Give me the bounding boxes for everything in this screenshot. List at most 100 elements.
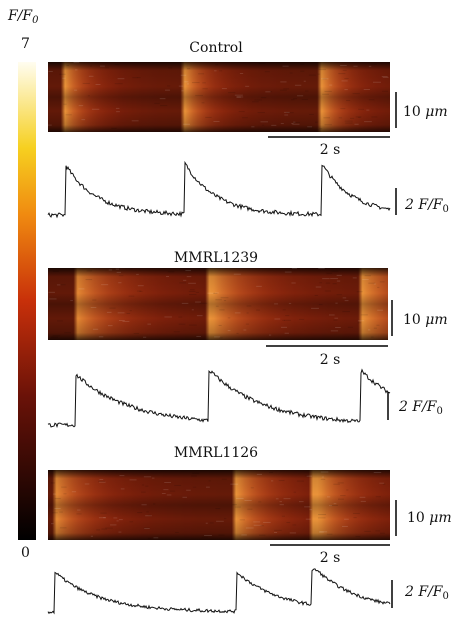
image-noise xyxy=(320,471,329,473)
image-noise xyxy=(363,88,370,90)
image-noise xyxy=(219,309,225,311)
image-noise xyxy=(174,484,182,486)
image-noise xyxy=(78,105,84,107)
image-noise xyxy=(161,492,166,494)
image-noise xyxy=(59,527,67,529)
image-noise xyxy=(275,498,279,500)
image-noise xyxy=(110,524,117,526)
image-noise xyxy=(51,336,59,338)
panel-title: MMRL1239 xyxy=(174,250,258,266)
image-noise xyxy=(53,493,56,495)
image-noise xyxy=(331,270,339,272)
amp-sub: 0 xyxy=(443,204,449,215)
image-noise xyxy=(204,535,212,537)
image-noise xyxy=(118,282,122,284)
image-noise xyxy=(81,119,86,121)
amp-main: 2 F/F xyxy=(398,399,438,415)
image-noise xyxy=(168,67,173,69)
image-noise xyxy=(142,336,147,338)
image-noise xyxy=(345,122,353,124)
image-noise xyxy=(297,95,304,97)
image-noise xyxy=(256,473,262,475)
image-noise xyxy=(137,285,144,287)
image-noise xyxy=(337,482,344,484)
image-noise xyxy=(357,322,362,324)
image-noise xyxy=(106,311,112,313)
image-noise xyxy=(321,476,325,478)
image-noise xyxy=(105,527,113,529)
image-noise xyxy=(185,270,191,272)
amp-scale-label: 2 F/F0 xyxy=(398,399,443,417)
image-noise xyxy=(191,309,194,311)
image-noise xyxy=(338,117,343,119)
image-noise xyxy=(59,511,63,513)
image-noise xyxy=(245,527,254,529)
image-noise xyxy=(294,84,302,86)
image-noise xyxy=(284,271,292,273)
scale-num: 10 xyxy=(403,312,421,328)
amp-sub: 0 xyxy=(437,406,443,417)
image-noise xyxy=(114,83,123,85)
image-noise xyxy=(281,515,285,517)
image-noise xyxy=(188,294,197,296)
image-noise xyxy=(298,501,304,503)
image-noise xyxy=(103,517,106,519)
image-noise xyxy=(319,282,323,284)
image-noise xyxy=(78,288,85,290)
image-noise xyxy=(63,493,67,495)
image-noise xyxy=(344,89,348,91)
image-noise xyxy=(382,483,386,485)
image-noise xyxy=(278,480,285,482)
colorbar-max: 7 xyxy=(21,36,30,52)
image-noise xyxy=(347,326,354,328)
image-noise xyxy=(207,292,214,294)
image-noise xyxy=(288,302,292,304)
image-noise xyxy=(215,64,219,66)
image-noise xyxy=(182,496,188,498)
image-noise xyxy=(109,307,116,309)
image-noise xyxy=(355,116,362,118)
image-noise xyxy=(376,324,380,326)
image-noise xyxy=(233,273,241,275)
image-noise xyxy=(95,83,101,85)
fluorescence-trace xyxy=(47,368,391,428)
image-noise xyxy=(52,335,61,337)
image-noise xyxy=(118,275,124,277)
image-noise xyxy=(118,531,122,533)
image-noise xyxy=(236,96,244,98)
image-noise xyxy=(107,325,113,327)
image-noise xyxy=(256,309,260,311)
image-noise xyxy=(289,72,293,74)
image-noise xyxy=(117,312,125,314)
amp-main: 2 F/F xyxy=(404,584,444,600)
image-noise xyxy=(164,481,172,483)
amp-sub: 0 xyxy=(443,591,449,602)
image-noise xyxy=(333,319,338,321)
image-noise xyxy=(286,522,291,524)
image-noise xyxy=(86,270,93,272)
image-noise xyxy=(381,75,388,77)
image-noise xyxy=(230,483,239,485)
scale-unit: μm xyxy=(429,510,451,526)
image-noise xyxy=(147,537,152,539)
image-noise xyxy=(98,336,104,338)
image-noise xyxy=(258,501,262,503)
image-noise xyxy=(52,270,59,272)
image-noise xyxy=(236,96,241,98)
image-noise xyxy=(342,297,347,299)
image-noise xyxy=(202,88,208,90)
image-noise xyxy=(284,114,289,116)
image-noise xyxy=(329,505,333,507)
image-noise xyxy=(340,108,346,110)
image-noise xyxy=(96,529,101,531)
space-scale-label: 10 μm xyxy=(407,510,452,526)
image-noise xyxy=(319,128,323,130)
time-scale-label: 2 s xyxy=(320,550,341,566)
fluorescence-trace xyxy=(47,160,391,219)
image-noise xyxy=(336,274,342,276)
image-noise xyxy=(205,486,210,488)
image-noise xyxy=(324,90,332,92)
image-noise xyxy=(131,120,139,122)
image-noise xyxy=(183,279,187,281)
image-noise xyxy=(329,84,333,86)
